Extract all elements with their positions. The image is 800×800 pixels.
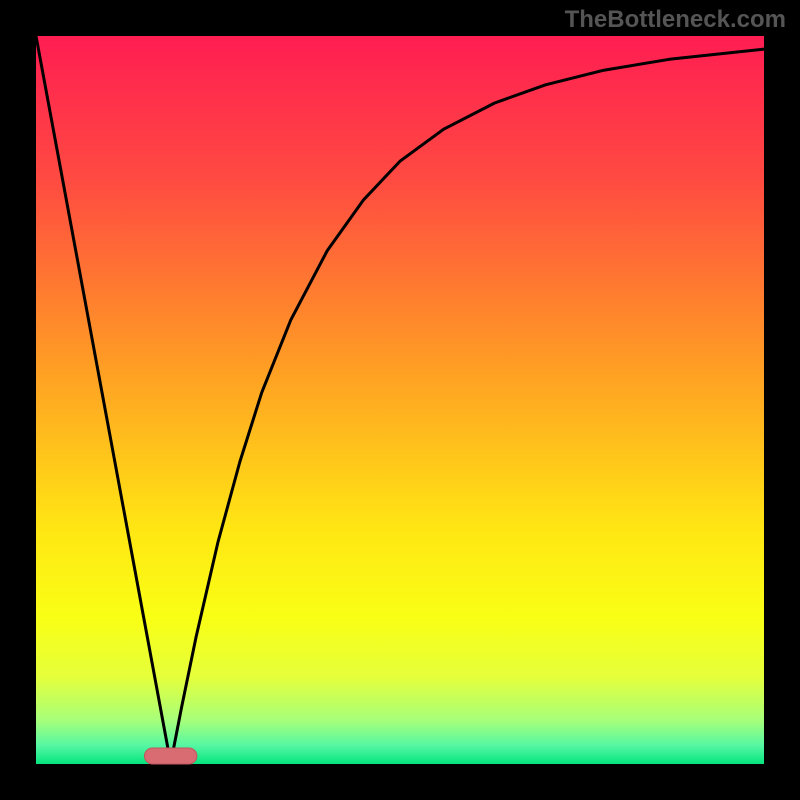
optimal-range-marker bbox=[144, 748, 196, 764]
chart-container: TheBottleneck.com bbox=[0, 0, 800, 800]
bottleneck-chart bbox=[0, 0, 800, 800]
watermark-text: TheBottleneck.com bbox=[565, 6, 786, 34]
